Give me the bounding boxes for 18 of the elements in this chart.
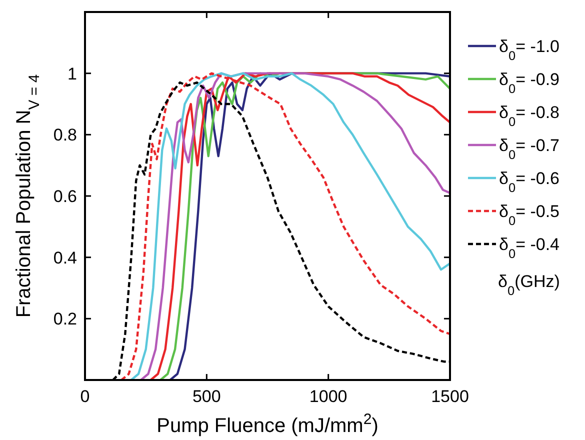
x-tick-label: 500: [192, 387, 221, 406]
y-tick-label: 0.6: [53, 187, 77, 206]
x-tick-label: 1500: [431, 387, 469, 406]
y-tick-label: 0.8: [53, 126, 77, 145]
legend-label: δ$_{0}$= -1.0: [499, 37, 560, 62]
y-tick-label: 1: [68, 64, 77, 84]
legend-label: δ$_{0}$= -0.5: [499, 202, 560, 228]
x-axis-title: Pump Fluence (mJ/mm$^{2}$): [156, 410, 378, 437]
legend-title: δ$_{0}$(GHz): [498, 272, 560, 298]
legend-label: δ$_{0}$= -0.7: [499, 136, 560, 162]
x-tick-label: 1000: [309, 387, 348, 406]
y-tick-label: 0.4: [53, 248, 77, 268]
legend-label: δ$_{0}$= -0.4: [499, 235, 560, 260]
legend-label: δ$_{0}$= -0.6: [499, 169, 560, 194]
legend-label: δ$_{0}$= -0.8: [499, 103, 560, 128]
y-tick-label: 0.2: [53, 310, 77, 329]
legend-label: δ$_{0}$= -0.9: [499, 70, 560, 96]
x-tick-label: 0: [80, 387, 90, 406]
